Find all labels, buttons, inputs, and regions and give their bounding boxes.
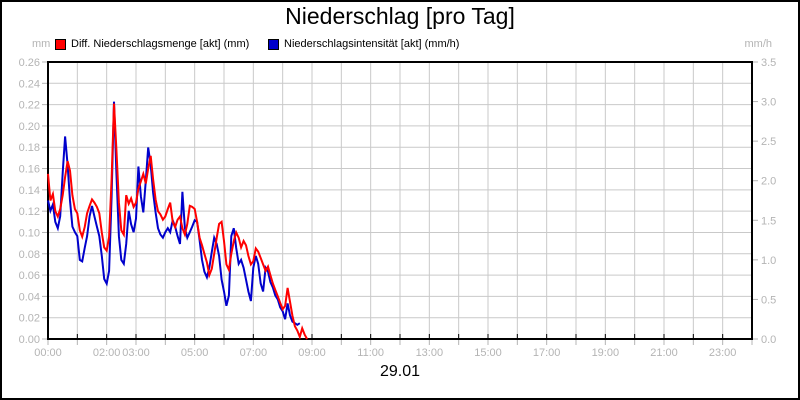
y-left-tick-label: 0.02 bbox=[19, 313, 40, 325]
y-left-tick-label: 0.00 bbox=[19, 334, 40, 346]
x-axis-tick-label: 23:00 bbox=[709, 347, 737, 359]
x-axis-tick-label: 15:00 bbox=[474, 347, 502, 359]
legend-swatch-red bbox=[55, 38, 66, 50]
y-right-axis: 0.0 0.5 1.0 1.5 2.0 2.5 3.0 3.5 bbox=[752, 57, 776, 346]
left-axis-unit-label: mm bbox=[32, 38, 51, 50]
legend-item-diff-niederschlagsmenge: Diff. Niederschlagsmenge [akt] (mm) bbox=[55, 38, 249, 50]
x-axis-tick-label: 09:00 bbox=[298, 347, 326, 359]
right-axis-unit-label: mm/h bbox=[744, 38, 773, 50]
x-axis-tick-label: 07:00 bbox=[240, 347, 268, 359]
y-left-tick-label: 0.26 bbox=[19, 57, 40, 69]
y-right-tick-label: 3.0 bbox=[761, 97, 776, 109]
series-blue-line bbox=[47, 101, 301, 326]
x-axis-tick-label: 17:00 bbox=[533, 347, 561, 359]
y-right-tick-label: 0.5 bbox=[761, 294, 776, 306]
y-right-tick-label: 0.0 bbox=[761, 334, 776, 346]
y-left-tick-label: 0.22 bbox=[19, 100, 40, 112]
x-axis-tick-label: 02:00 bbox=[93, 347, 121, 359]
legend-label: Niederschlagsintensität [akt] (mm/h) bbox=[284, 38, 460, 50]
y-left-tick-label: 0.08 bbox=[19, 249, 40, 261]
x-axis-tick-label: 03:00 bbox=[122, 347, 150, 359]
y-right-tick-label: 2.0 bbox=[761, 176, 776, 188]
y-left-tick-label: 0.18 bbox=[19, 142, 40, 154]
x-axis-tick-label: 13:00 bbox=[416, 347, 444, 359]
page-title: Niederschlag [pro Tag] bbox=[285, 3, 515, 29]
series-line bbox=[47, 101, 301, 326]
legend-label: Diff. Niederschlagsmenge [akt] (mm) bbox=[71, 38, 250, 50]
y-left-tick-label: 0.24 bbox=[19, 78, 40, 90]
x-axis: 00:00 02:00 03:00 05:00 07:00 09:00 11:00 13:00… bbox=[34, 334, 753, 359]
x-axis-tick-label: 21:00 bbox=[650, 347, 678, 359]
x-axis-tick-label: 11:00 bbox=[357, 347, 384, 359]
vertical-gridlines bbox=[76, 62, 724, 339]
y-right-tick-label: 3.5 bbox=[761, 57, 776, 69]
y-left-axis: 0.00 0.02 0.04 0.06 0.08 0.10 0.12 0.14 0.16 0.18… bbox=[19, 57, 48, 346]
series-line bbox=[47, 103, 308, 341]
x-axis-tick-label: 19:00 bbox=[592, 347, 620, 359]
y-left-tick-label: 0.14 bbox=[19, 185, 40, 197]
legend-item-niederschlagsintensitaet: Niederschlagsintensität [akt] (mm/h) bbox=[268, 38, 459, 50]
series-red-line bbox=[47, 103, 308, 341]
x-axis-tick-label: 05:00 bbox=[181, 347, 209, 359]
y-right-tick-label: 1.5 bbox=[761, 215, 776, 227]
y-left-tick-label: 0.16 bbox=[19, 164, 40, 176]
y-left-tick-label: 0.10 bbox=[19, 227, 40, 239]
y-left-tick-label: 0.12 bbox=[19, 206, 40, 218]
y-right-tick-label: 1.0 bbox=[761, 255, 776, 267]
y-left-tick-label: 0.20 bbox=[19, 121, 40, 133]
y-right-tick-label: 2.5 bbox=[761, 136, 776, 148]
y-left-tick-label: 0.06 bbox=[19, 270, 40, 282]
y-left-tick-label: 0.04 bbox=[19, 291, 40, 303]
legend-swatch-blue bbox=[268, 38, 279, 50]
date-label: 29.01 bbox=[379, 363, 421, 380]
x-axis-tick-label: 00:00 bbox=[34, 347, 62, 359]
